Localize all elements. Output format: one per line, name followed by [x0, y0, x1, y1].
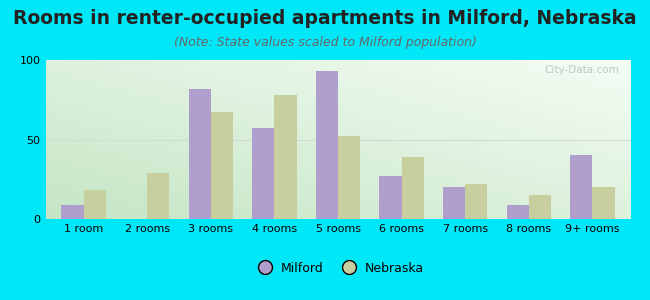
Bar: [274, 95, 296, 219]
Bar: [465, 184, 488, 219]
Bar: [252, 128, 274, 219]
Bar: [188, 88, 211, 219]
Bar: [61, 205, 84, 219]
Bar: [443, 187, 465, 219]
Bar: [84, 190, 106, 219]
Bar: [338, 136, 360, 219]
Legend: Milford, Nebraska: Milford, Nebraska: [247, 256, 429, 280]
Bar: [592, 187, 615, 219]
Text: Rooms in renter-occupied apartments in Milford, Nebraska: Rooms in renter-occupied apartments in M…: [13, 9, 637, 28]
Bar: [380, 176, 402, 219]
Bar: [506, 205, 528, 219]
Bar: [402, 157, 424, 219]
Bar: [316, 71, 338, 219]
Text: (Note: State values scaled to Milford population): (Note: State values scaled to Milford po…: [174, 36, 476, 49]
Bar: [148, 173, 170, 219]
Bar: [211, 112, 233, 219]
Bar: [528, 195, 551, 219]
Text: City-Data.com: City-Data.com: [544, 65, 619, 75]
Bar: [570, 155, 592, 219]
